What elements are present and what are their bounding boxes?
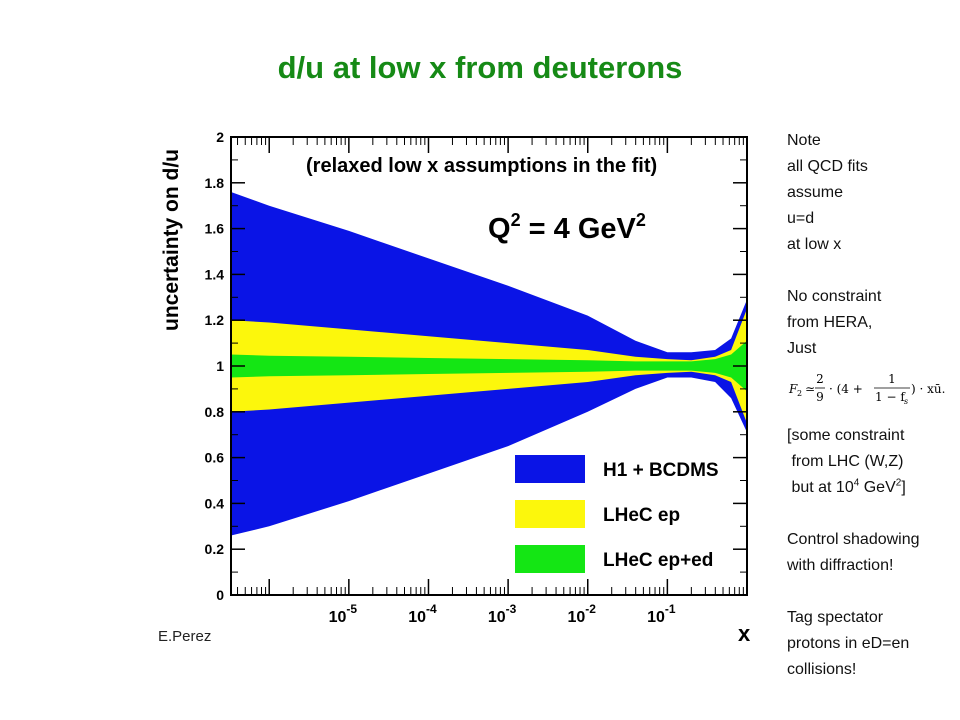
y-axis: 0 0.2 0.4 0.6 0.8 1 1.2 1.4 1.6 1.8 2 — [205, 129, 747, 603]
legend-swatch — [515, 500, 585, 528]
x-tick-label: 10-3 — [488, 602, 517, 626]
formula-den1: 9 — [816, 390, 824, 404]
y-axis-label: uncertainty on d/u — [160, 149, 183, 331]
q2-label: Q2 = 4 GeV2 — [488, 210, 646, 245]
note-line: protons in eD=en — [787, 635, 910, 652]
note-block-spectator: Tag spectator protons in eD=en collisions! — [787, 605, 959, 683]
note-line: at low x — [787, 236, 842, 253]
structure-function-formula: F 2 ≃ 2 9 · (4 + 1 1 − f s ) · xū. — [788, 372, 945, 406]
note-line: Note — [787, 132, 821, 149]
legend: H1 + BCDMS LHeC ep LHeC ep+ed — [515, 455, 719, 573]
formula-num1: 2 — [816, 372, 824, 386]
y-tick-label: 0 — [216, 587, 224, 603]
formula-den2: 1 − f — [875, 390, 906, 404]
x-tick-label: 10-1 — [647, 602, 676, 626]
formula-lhs-sub: 2 — [797, 389, 802, 398]
legend-swatch — [515, 545, 585, 573]
note-line: [some constraint — [787, 427, 905, 444]
note-line: Control shadowing — [787, 531, 920, 548]
note-block-fit-assumption: Note all QCD fits assume u=d at low x — [787, 128, 959, 258]
note-line: with diffraction! — [787, 557, 894, 574]
y-tick-label: 0.6 — [205, 450, 225, 466]
y-tick-label: 1.8 — [205, 175, 225, 191]
band-lhec-ep-ed — [231, 340, 747, 392]
x-tick-label: 10-4 — [408, 602, 437, 626]
x-tick-label: 10-5 — [329, 602, 358, 626]
note-line: from LHC (W,Z) — [787, 453, 904, 470]
note-block-shadowing: Control shadowing with diffraction! — [787, 527, 959, 579]
note-line: No constraint — [787, 288, 882, 305]
note-line: from HERA, — [787, 314, 873, 331]
y-tick-label: 0.4 — [205, 495, 225, 511]
legend-label: H1 + BCDMS — [603, 460, 719, 481]
y-tick-label: 1 — [216, 358, 224, 374]
plot-bands — [231, 192, 747, 536]
y-tick-label: 1.2 — [205, 312, 225, 328]
plot-annotation: (relaxed low x assumptions in the fit) — [306, 155, 657, 177]
formula-approx: ≃ — [805, 382, 815, 396]
note-line: but at 104 GeV2] — [787, 477, 906, 496]
page-title: d/u at low x from deuterons — [277, 50, 683, 85]
note-line: Tag spectator — [787, 609, 884, 626]
note-line: u=d — [787, 210, 815, 227]
note-line: Just — [787, 340, 817, 357]
side-notes: Note all QCD fits assume u=d at low x No con… — [787, 128, 959, 683]
formula-mid: · (4 + — [829, 382, 863, 396]
legend-label: LHeC ep — [603, 505, 680, 526]
formula-tail: ) · xū. — [911, 382, 945, 396]
y-tick-label: 2 — [216, 129, 224, 145]
note-line: assume — [787, 184, 844, 201]
note-block-no-constraint: No constraint from HERA, Just — [787, 284, 959, 362]
author-credit: E.Perez — [158, 628, 212, 645]
formula-num2: 1 — [888, 372, 896, 386]
legend-swatch — [515, 455, 585, 483]
y-tick-label: 1.4 — [205, 266, 225, 282]
x-axis-label: x — [738, 621, 751, 646]
note-line: all QCD fits — [787, 158, 868, 175]
y-tick-label: 1.6 — [205, 221, 225, 237]
legend-label: LHeC ep+ed — [603, 550, 713, 571]
note-line: collisions! — [787, 661, 857, 678]
y-tick-label: 0.8 — [205, 404, 225, 420]
x-tick-label: 10-2 — [568, 602, 597, 626]
x-axis: 10-5 10-4 10-3 10-2 10-1 — [237, 137, 748, 626]
formula-den2-sub: s — [904, 397, 908, 406]
formula-lhs: F — [788, 382, 798, 396]
note-block-lhc-constraint: [some constraint from LHC (W,Z) but at 1… — [787, 423, 959, 501]
y-tick-label: 0.2 — [205, 541, 225, 557]
